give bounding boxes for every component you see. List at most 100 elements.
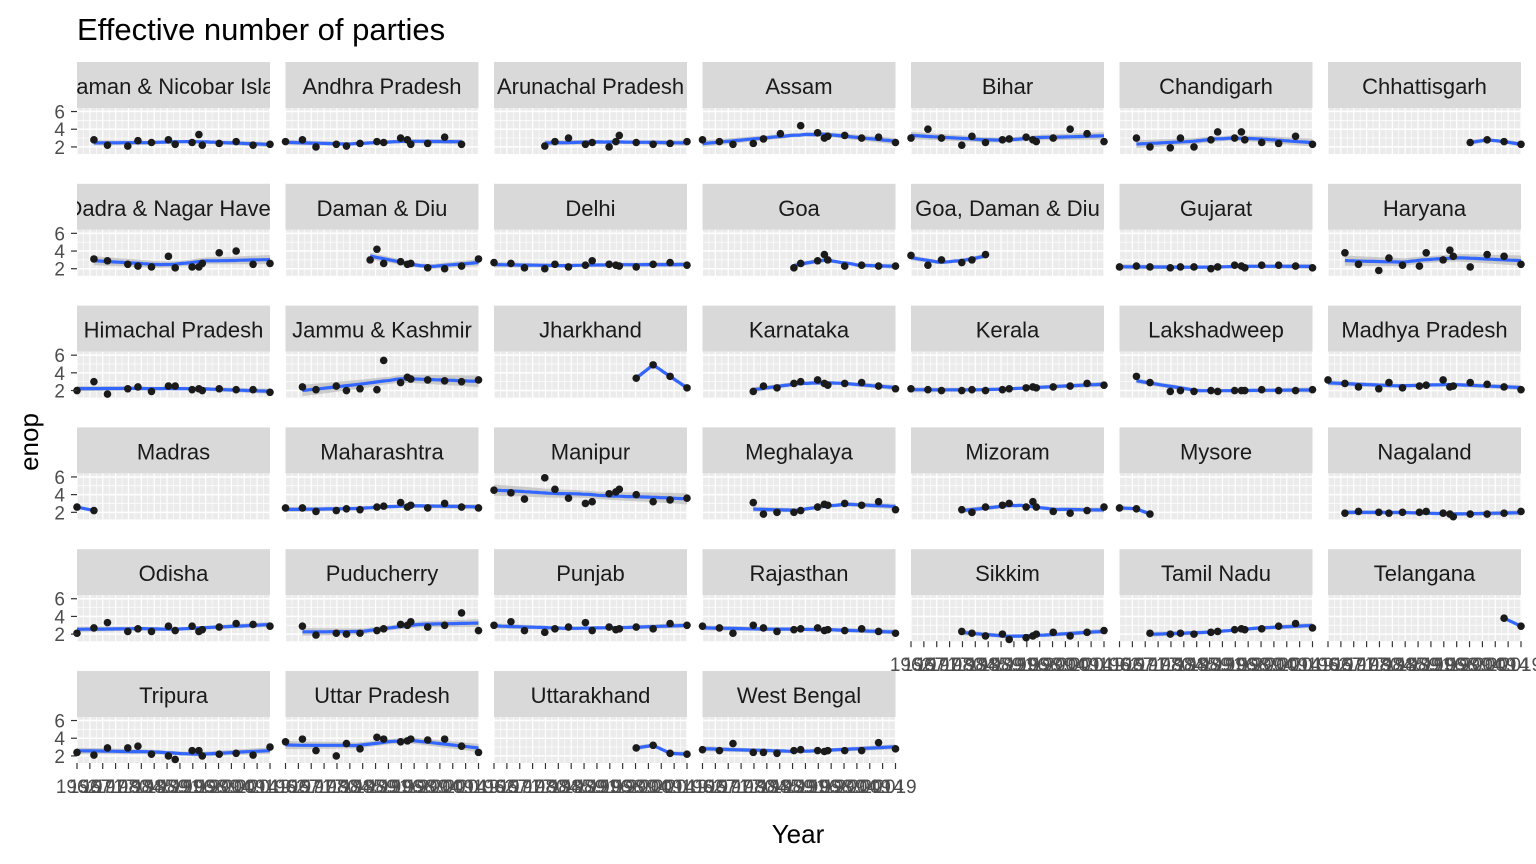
data-point	[123, 142, 132, 150]
y-tick-label: 4	[54, 607, 65, 628]
data-point	[232, 385, 240, 394]
facet-strip	[1119, 305, 1313, 352]
data-point	[1291, 386, 1300, 395]
y-tick-label: 4	[54, 242, 65, 263]
panel-grid	[493, 108, 688, 154]
x-tick-label: 1980	[1358, 655, 1400, 676]
data-point	[759, 748, 768, 757]
data-point	[198, 259, 207, 268]
data-point	[957, 386, 966, 395]
data-point	[1083, 628, 1091, 637]
data-point	[1398, 384, 1407, 392]
data-point	[840, 379, 849, 388]
x-tick-label: 2009	[1474, 655, 1516, 676]
data-point	[215, 623, 224, 631]
x-tick-label: 1996	[1006, 655, 1048, 676]
data-point	[612, 137, 620, 146]
data-point	[588, 626, 596, 635]
x-tick-label: 1967	[694, 777, 736, 798]
facet-strip-label: Telangana	[1374, 561, 1476, 586]
facet-strip	[494, 427, 687, 474]
x-tick-label: 1985	[759, 777, 801, 798]
data-point	[796, 625, 805, 633]
data-point	[356, 505, 364, 514]
data-point	[998, 630, 1007, 638]
data-point	[457, 503, 466, 511]
data-point	[1415, 262, 1424, 270]
data-point	[1166, 144, 1175, 152]
data-point	[1439, 509, 1447, 518]
data-point	[123, 744, 132, 752]
data-point	[298, 735, 307, 743]
data-point	[857, 501, 866, 510]
facet-strip-label: Jharkhand	[539, 318, 642, 343]
data-point	[232, 137, 240, 146]
x-axis-telangana: 1962196719711977198019841985198919911996…	[1307, 641, 1536, 676]
facet-panel-lakshadweep: Lakshadweep	[1118, 305, 1317, 398]
facet-panel-andhra-pradesh: Andhra Pradesh	[281, 62, 480, 154]
x-tick-label: 2004	[836, 777, 879, 798]
data-point	[249, 620, 257, 629]
facet-panel-gujarat: Gujarat	[1115, 183, 1317, 276]
data-point	[891, 262, 900, 270]
data-point	[440, 264, 449, 273]
x-tick-label: 2014	[236, 777, 279, 798]
facet-strip	[1119, 62, 1313, 108]
data-point	[490, 621, 498, 630]
smooth-line	[302, 377, 479, 392]
data-point	[298, 504, 307, 512]
x-tick-label: 1984	[1163, 655, 1206, 676]
y-tick-label: 2	[54, 138, 65, 159]
data-point	[1066, 632, 1074, 640]
data-point	[1415, 508, 1424, 517]
data-point	[1274, 139, 1283, 148]
data-point	[1517, 385, 1525, 394]
facet-strip-label: Chandigarh	[1159, 74, 1273, 99]
data-point	[796, 745, 805, 754]
data-point	[698, 745, 707, 754]
data-point	[406, 735, 415, 743]
data-point	[1341, 249, 1349, 257]
facet-strip-label: Sikkim	[975, 561, 1040, 586]
data-point	[423, 623, 432, 631]
data-point	[1354, 260, 1363, 269]
x-tick-label: 1962	[473, 777, 515, 798]
data-point	[813, 503, 822, 511]
x-tick-label: 1996	[172, 777, 214, 798]
data-point	[1291, 619, 1300, 628]
x-tick-label: 1980	[1150, 655, 1192, 676]
data-point	[857, 134, 866, 142]
data-point	[564, 494, 573, 502]
data-point	[298, 136, 307, 144]
data-point	[188, 746, 196, 755]
x-axis-title: Year	[772, 819, 825, 849]
data-point	[715, 624, 724, 632]
data-point	[423, 139, 432, 148]
x-tick-label: 1999	[1240, 655, 1282, 676]
panel-grid	[1327, 351, 1522, 398]
x-tick-label: 1998	[602, 777, 644, 798]
data-point	[632, 744, 641, 752]
data-point	[1240, 264, 1249, 272]
x-tick-label: 1977	[928, 655, 970, 676]
data-point	[1466, 263, 1475, 271]
x-tick-label: 1999	[1031, 655, 1073, 676]
data-point	[1341, 379, 1349, 388]
data-point	[123, 384, 132, 393]
chart-title: Effective number of parties	[77, 12, 445, 47]
data-point	[1049, 383, 1058, 391]
data-point	[520, 626, 529, 635]
panel-grid	[1118, 473, 1314, 520]
x-tick-label: 1985	[342, 777, 384, 798]
data-point	[396, 737, 405, 746]
panel-grid	[493, 351, 688, 398]
data-point	[188, 138, 196, 147]
data-point	[813, 128, 822, 137]
data-point	[298, 622, 307, 630]
x-tick-label: 1977	[1345, 655, 1387, 676]
data-point	[312, 385, 320, 394]
data-point	[1132, 262, 1141, 270]
x-tick-label: 1967	[69, 777, 111, 798]
facet-strip	[702, 305, 896, 352]
facet-panel-chhattisgarh: Chhattisgarh	[1327, 62, 1525, 154]
